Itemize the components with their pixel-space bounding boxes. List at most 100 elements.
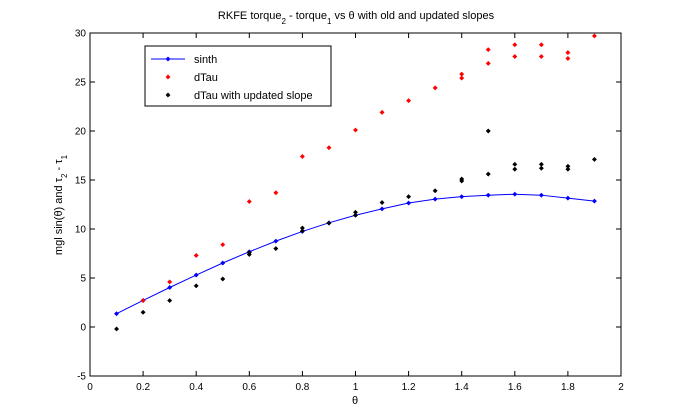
data-point (459, 176, 465, 182)
x-tick-label: 0.8 (295, 382, 309, 393)
data-point (565, 166, 571, 172)
data-point (512, 42, 518, 48)
legend-marker (165, 92, 171, 98)
data-point (459, 194, 465, 200)
chart-title: RKFE torque2 - torque1 vs θ with old and… (218, 10, 495, 26)
data-point (406, 200, 412, 206)
tick-layer: 0 0.2 0.4 0.6 0.8 1 1.2 1.4 1.6 1.8 2-505101520253… (75, 29, 624, 394)
data-point (167, 279, 173, 285)
legend-item: dTau (165, 72, 218, 84)
data-point (538, 42, 544, 48)
y-tick-label: 0 (80, 323, 86, 334)
x-tick-label: 1.2 (402, 382, 416, 393)
data-point (326, 145, 332, 151)
data-point (538, 161, 544, 167)
data-point (113, 326, 120, 332)
legend-label: dTau with updated slope (194, 90, 313, 102)
data-point (220, 242, 226, 248)
y-tick-label: 15 (75, 176, 87, 187)
data-point (485, 192, 491, 198)
y-tick-label: 30 (75, 29, 87, 40)
data-point (591, 33, 598, 39)
data-point (352, 212, 359, 218)
y-axis-label-part: - τ (53, 159, 65, 174)
data-point (299, 225, 305, 231)
y-axis-label-part: mgl sin(θ) and τ (53, 177, 65, 255)
legend-marker (165, 74, 171, 80)
data-point (140, 297, 146, 304)
data-point (538, 165, 544, 171)
data-point (113, 311, 120, 317)
data-point (565, 195, 571, 201)
x-tick-label: 1.6 (508, 382, 522, 393)
data-point (326, 220, 332, 226)
legend-label: sinth (194, 54, 217, 66)
data-point (299, 153, 305, 160)
series-layer (113, 33, 598, 332)
legend-box (144, 45, 332, 107)
data-point (193, 272, 199, 278)
data-point (273, 246, 279, 252)
data-point (379, 109, 385, 115)
y-tick-label: 5 (80, 274, 86, 285)
data-point (432, 188, 438, 194)
data-point (193, 252, 199, 259)
data-point (485, 171, 491, 177)
data-point (591, 156, 598, 162)
y-tick-label: 25 (75, 78, 87, 89)
data-point (512, 191, 518, 197)
data-point (167, 284, 173, 291)
y-axis-label: mgl sin(θ) and τ2 - τ1 (53, 154, 69, 255)
chart-title-part: - torque (286, 10, 327, 22)
data-point (512, 166, 518, 172)
chart-title-part: 2 (282, 17, 287, 26)
y-axis-label-part: 2 (60, 173, 69, 178)
data-point (565, 163, 571, 169)
data-point (432, 85, 438, 91)
data-point (512, 161, 518, 167)
x-tick-label: 0.6 (242, 382, 256, 393)
data-point (352, 209, 359, 215)
data-point (273, 238, 279, 244)
data-point (485, 128, 491, 134)
data-point (220, 276, 226, 282)
data-point (140, 309, 146, 315)
data-point (167, 297, 173, 304)
data-point (565, 50, 571, 56)
data-point (459, 71, 465, 77)
legend-items: sinth dTau dTau with updated slope (151, 54, 313, 102)
x-tick-label: 1.4 (455, 382, 469, 393)
legend-item: sinth (151, 54, 217, 66)
chart-title-part: vs (331, 10, 348, 22)
series-2 (140, 33, 598, 304)
data-point (459, 75, 465, 81)
y-tick-label: 10 (75, 225, 87, 236)
series-3 (113, 128, 598, 332)
x-tick-label: 0.4 (189, 382, 203, 393)
y-tick-label: 20 (75, 127, 87, 138)
data-point (538, 53, 544, 60)
data-point (485, 47, 491, 53)
legend-marker (165, 56, 171, 62)
y-axis-label-part: 1 (60, 154, 69, 159)
data-point (538, 192, 544, 198)
data-point (379, 199, 385, 206)
chart-title-part: with old and updated slopes (355, 10, 495, 22)
legend-item: dTau with updated slope (165, 90, 313, 102)
data-point (485, 60, 491, 66)
chart-title-part: θ (349, 10, 355, 22)
legend: sinth dTau dTau with updated slope (144, 45, 332, 107)
data-point (352, 127, 359, 133)
x-tick-label: 0.2 (136, 382, 150, 393)
x-tick-label: 2 (618, 382, 624, 393)
data-point (406, 194, 412, 200)
chart-title-part: 1 (327, 17, 332, 26)
data-point (512, 53, 518, 60)
data-point (273, 190, 279, 196)
data-point (432, 196, 438, 202)
x-tick-label: 0 (87, 382, 93, 393)
data-point (220, 260, 226, 266)
data-point (193, 283, 199, 289)
y-tick-label: -5 (77, 372, 86, 383)
